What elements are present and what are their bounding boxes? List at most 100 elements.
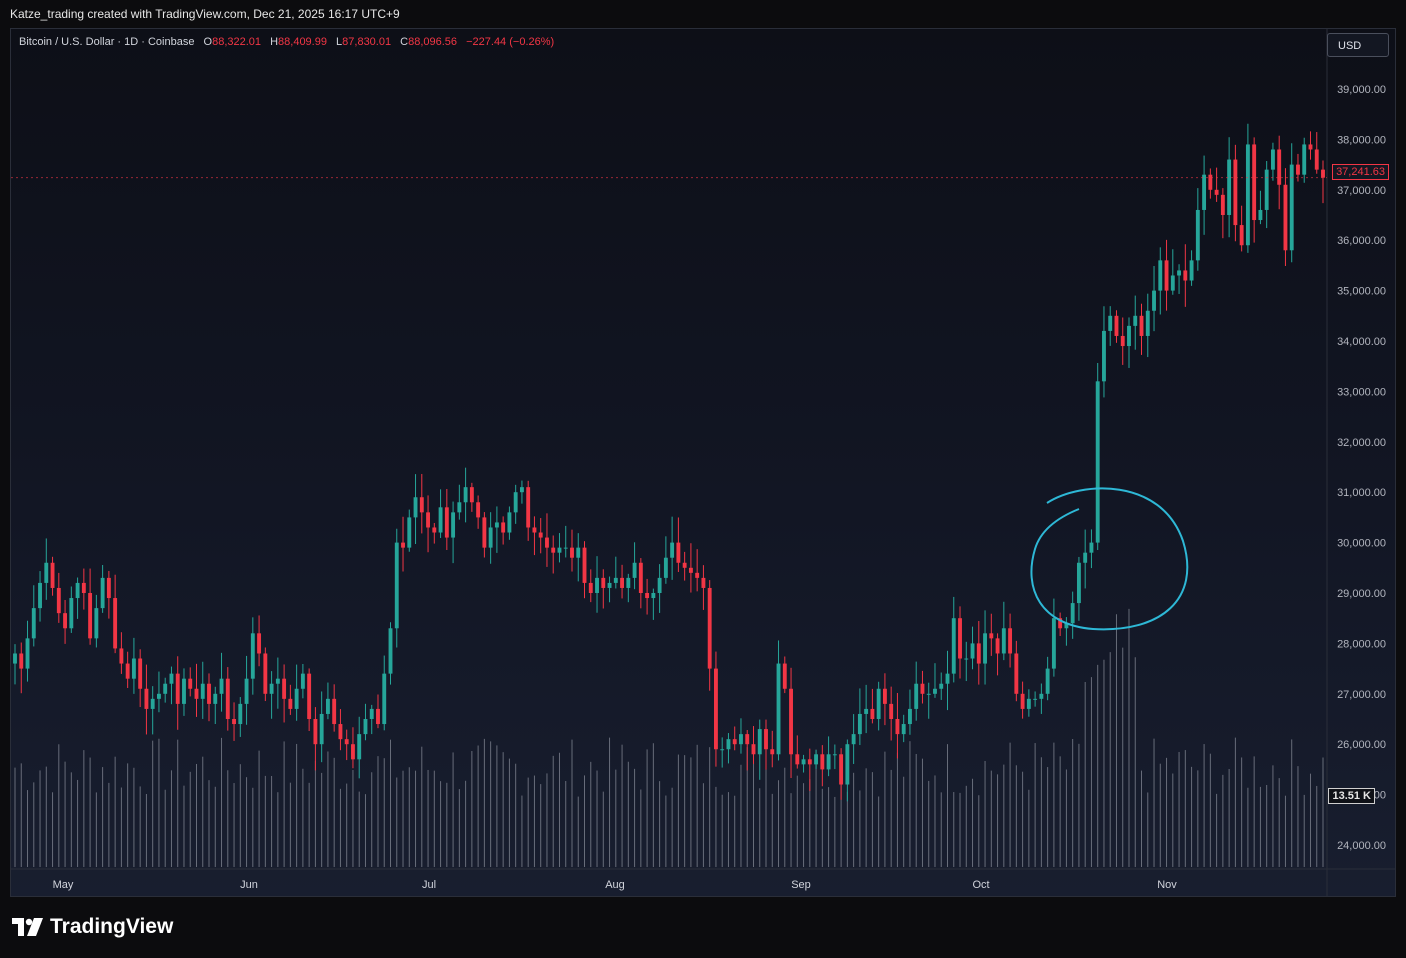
candle-body — [319, 713, 324, 745]
candle-body — [1264, 169, 1269, 210]
candle-body — [476, 502, 481, 518]
candle-body — [119, 648, 124, 664]
symbol-name[interactable]: Bitcoin / U.S. Dollar · 1D · Coinbase — [19, 36, 195, 48]
candle-body — [407, 517, 412, 548]
candle-body — [207, 683, 211, 704]
candle-body — [983, 633, 987, 664]
candle-body — [551, 547, 556, 553]
candle-body — [188, 678, 193, 689]
candle-body — [1177, 270, 1181, 276]
candle-body — [914, 683, 919, 709]
candle-body — [670, 542, 675, 558]
candle-body — [701, 577, 706, 588]
candle-body — [507, 512, 512, 533]
candle-body — [595, 577, 599, 593]
candle-body — [1045, 668, 1050, 694]
low-label: L — [336, 36, 343, 48]
candle-body — [244, 678, 249, 704]
candle-body — [263, 653, 268, 694]
candle-body — [958, 618, 962, 659]
candle-body — [1008, 628, 1013, 654]
candle-body — [125, 663, 130, 679]
x-tick-label: Sep — [791, 879, 811, 891]
candle-body — [25, 638, 30, 669]
candle-body — [1158, 260, 1163, 291]
candle-body — [1321, 169, 1325, 178]
candle-body — [88, 593, 93, 639]
candle-body — [601, 577, 606, 588]
candle-body — [113, 598, 118, 649]
candle-body — [344, 739, 349, 745]
candle-body — [1270, 149, 1275, 170]
candle-body — [1114, 315, 1119, 336]
candle-body — [401, 542, 405, 548]
candle-body — [807, 759, 812, 765]
candle-body — [56, 587, 61, 614]
candle-body — [933, 688, 937, 694]
candle-body — [538, 532, 543, 538]
candle-body — [488, 527, 493, 548]
candle-body — [851, 734, 856, 745]
candle-body — [38, 582, 42, 609]
candle-body — [582, 547, 587, 583]
candle-body — [1195, 209, 1200, 261]
candle-body — [332, 698, 337, 725]
candle-body — [826, 754, 831, 770]
price-chart[interactable]: 24,000.0025,000.0026,000.0027,000.0028,0… — [11, 29, 1395, 896]
candle-body — [444, 507, 449, 538]
candle-body — [175, 673, 180, 704]
candle-body — [388, 628, 393, 674]
y-tick-label: 39,000.00 — [1337, 84, 1386, 96]
candle-body — [463, 487, 468, 503]
candle-body — [150, 698, 155, 709]
candle-body — [432, 527, 437, 533]
last-price-tag: 37,241.63 — [1332, 164, 1389, 180]
candle-body — [482, 517, 487, 548]
symbol-legend: Bitcoin / U.S. Dollar · 1D · Coinbase O8… — [19, 36, 554, 48]
candle-body — [695, 572, 700, 578]
candle-body — [138, 658, 143, 689]
candle-body — [288, 698, 293, 709]
candle-body — [31, 608, 36, 639]
candle-body — [1283, 184, 1288, 251]
candle-body — [557, 547, 562, 553]
candle-body — [757, 729, 762, 755]
candle-body — [325, 698, 330, 714]
candle-body — [413, 497, 418, 518]
candle-body — [864, 708, 869, 714]
candle-body — [1145, 310, 1150, 336]
candle-body — [839, 754, 844, 785]
candle-body — [1139, 315, 1144, 336]
candle-body — [219, 678, 224, 694]
candle-body — [194, 688, 199, 699]
candle-body — [232, 719, 236, 725]
candle-body — [513, 492, 518, 513]
candle-body — [926, 693, 931, 695]
open-value: 88,322.01 — [212, 36, 262, 48]
candle-body — [1308, 144, 1313, 150]
candle-body — [44, 562, 49, 583]
candle-body — [419, 497, 424, 513]
candle-body — [19, 653, 24, 669]
candle-body — [369, 708, 374, 719]
candle-body — [1220, 194, 1225, 215]
y-tick-label: 24,000.00 — [1337, 840, 1386, 852]
candle-body — [1245, 144, 1250, 246]
candle-body — [989, 633, 994, 639]
candle-body — [100, 577, 105, 609]
candle-body — [782, 663, 787, 689]
candle-body — [651, 593, 656, 599]
candle-body — [213, 693, 218, 704]
y-tick-label: 33,000.00 — [1337, 386, 1386, 398]
candle-body — [613, 577, 618, 583]
high-value: 88,409.99 — [278, 36, 327, 48]
tradingview-logo[interactable]: TradingView — [12, 915, 173, 939]
y-tick-label: 30,000.00 — [1337, 538, 1386, 550]
chart-frame[interactable]: 24,000.0025,000.0026,000.0027,000.0028,0… — [10, 28, 1396, 897]
candle-body — [532, 527, 537, 533]
candle-body — [1089, 542, 1094, 553]
candle-body — [1152, 290, 1156, 311]
candle-body — [1314, 149, 1319, 170]
candle-body — [939, 683, 944, 689]
currency-button[interactable]: USD — [1327, 33, 1389, 57]
